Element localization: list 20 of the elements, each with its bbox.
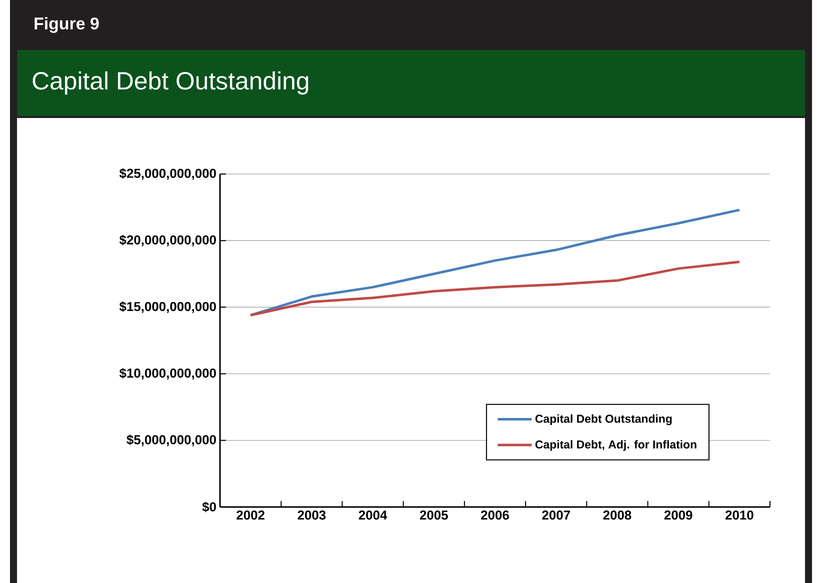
x-tick-label: 2010: [725, 510, 754, 520]
caption: Figure 9: [34, 17, 99, 33]
x-tick-label: 2007: [542, 510, 570, 520]
y-tick-label: $5,000,000,000: [126, 434, 216, 446]
x-tick-label: 2003: [298, 510, 326, 520]
x-tick-label: 2009: [664, 510, 692, 520]
x-tick-label: 2005: [420, 510, 448, 520]
legend-label: Capital Debt, Adj. for Inflation: [535, 440, 696, 451]
x-tick-label: 2002: [236, 510, 264, 520]
y-tick-label: $10,000,000,000: [119, 368, 216, 380]
y-tick-label: $20,000,000,000: [119, 234, 216, 246]
y-tick-label: $25,000,000,000: [119, 168, 216, 180]
y-tick-label: $0: [202, 502, 216, 512]
x-tick-label: 2008: [603, 510, 632, 520]
x-tick-label: 2004: [358, 510, 388, 520]
line-series: [249, 260, 741, 316]
chart-title: Capital Debt Outstanding: [32, 71, 308, 95]
x-tick-label: 2006: [481, 510, 509, 520]
legend-label: Capital Debt Outstanding: [535, 414, 672, 426]
y-tick-label: $15,000,000,000: [119, 301, 216, 313]
